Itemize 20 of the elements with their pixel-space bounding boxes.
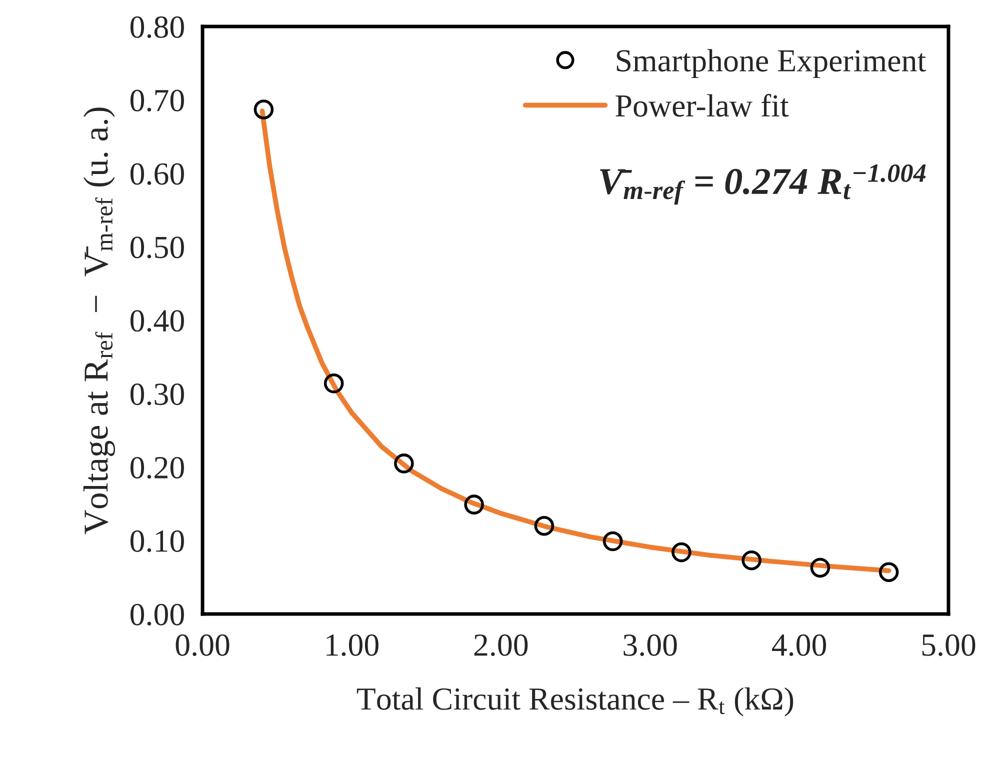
y-tick-label: 0.10 [130,530,184,552]
x-tick-label: 0.00 [176,634,230,656]
y-tick-label: 0.80 [130,16,184,38]
y-tick-label: 0.20 [130,456,184,479]
x-axis-title: Total Circuit Resistance – R$_{t}$ (kΩ) [356,687,794,716]
x-tick-label: 4.00 [772,634,826,656]
y-tick-label: 0.30 [130,384,184,406]
y-tick-label: 0.40 [130,310,184,332]
x-tick-label: 3.00 [624,634,677,656]
annotation: V̄$_{m-ref}$ = 0.274 R$_{t}$$^{−1.004}$ [600,164,926,205]
y-tick-label: 0.70 [130,90,184,112]
x-tick-label: 5.00 [922,634,976,656]
y-tick-label: 0.50 [130,236,184,258]
y-tick-label: 0.00 [130,604,184,626]
y-tick-label: 0.60 [130,163,184,185]
legend-label: Power-law fit [616,94,789,117]
y-axis-title: Voltage at R$_{ref}$ − V̄$_{m-ref}$ (u. a.) [83,108,116,534]
x-tick-label: 2.00 [474,634,528,656]
legend-label: Smartphone Experiment [616,49,926,78]
x-tick-label: 1.00 [326,634,378,656]
